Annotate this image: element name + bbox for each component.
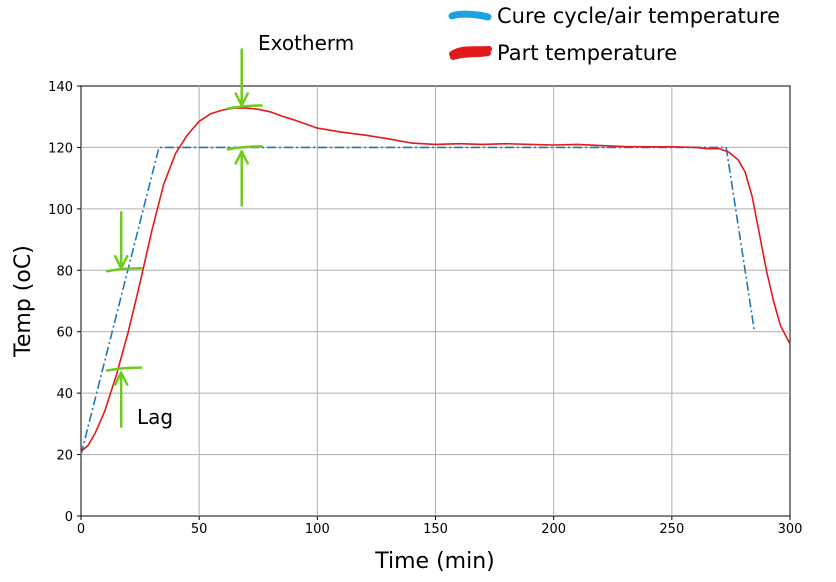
y-ticks: 0 20 40 60 80 100 120 140 [48, 80, 81, 525]
legend-swatch-cure-cycle [448, 10, 492, 21]
x-tick-label: 250 [659, 522, 684, 537]
series-line-0 [80, 146, 756, 455]
x-tick-label: 50 [191, 522, 208, 537]
legend: Cure cycle/air temperature Part temperat… [448, 4, 780, 65]
series-line-1 [80, 107, 791, 453]
legend-label-part-temperature: Part temperature [497, 41, 677, 65]
series-layer [80, 107, 791, 455]
x-axis-label: Time (min) [374, 549, 495, 574]
annotation-label-lag: Lag [137, 405, 173, 429]
y-tick-label: 60 [56, 326, 73, 341]
legend-label-cure-cycle: Cure cycle/air temperature [497, 4, 780, 28]
y-tick-label: 0 [65, 510, 73, 525]
legend-swatch-part-temperature [449, 46, 492, 60]
y-tick-label: 120 [48, 141, 73, 156]
y-tick-label: 100 [48, 203, 73, 218]
x-tick-label: 300 [778, 522, 803, 537]
annotation-arrow-1 [226, 145, 263, 207]
y-tick-label: 80 [56, 264, 73, 279]
y-tick-label: 40 [56, 387, 73, 402]
annotation-arrow-0 [226, 48, 263, 110]
annotation-label-exotherm: Exotherm [258, 31, 354, 55]
y-tick-label: 20 [56, 449, 73, 464]
annotation-arrow-3 [105, 366, 143, 428]
x-tick-label: 150 [423, 522, 448, 537]
y-axis-label: Temp (oC) [11, 245, 36, 358]
y-tick-label: 140 [48, 80, 73, 95]
x-tick-label: 100 [305, 522, 330, 537]
x-ticks: 0 50 100 150 200 250 300 [77, 516, 803, 537]
x-tick-label: 0 [77, 522, 85, 537]
annotation-arrow-2 [105, 211, 143, 273]
annotations [105, 48, 263, 428]
x-tick-label: 200 [541, 522, 566, 537]
grid [81, 86, 790, 516]
